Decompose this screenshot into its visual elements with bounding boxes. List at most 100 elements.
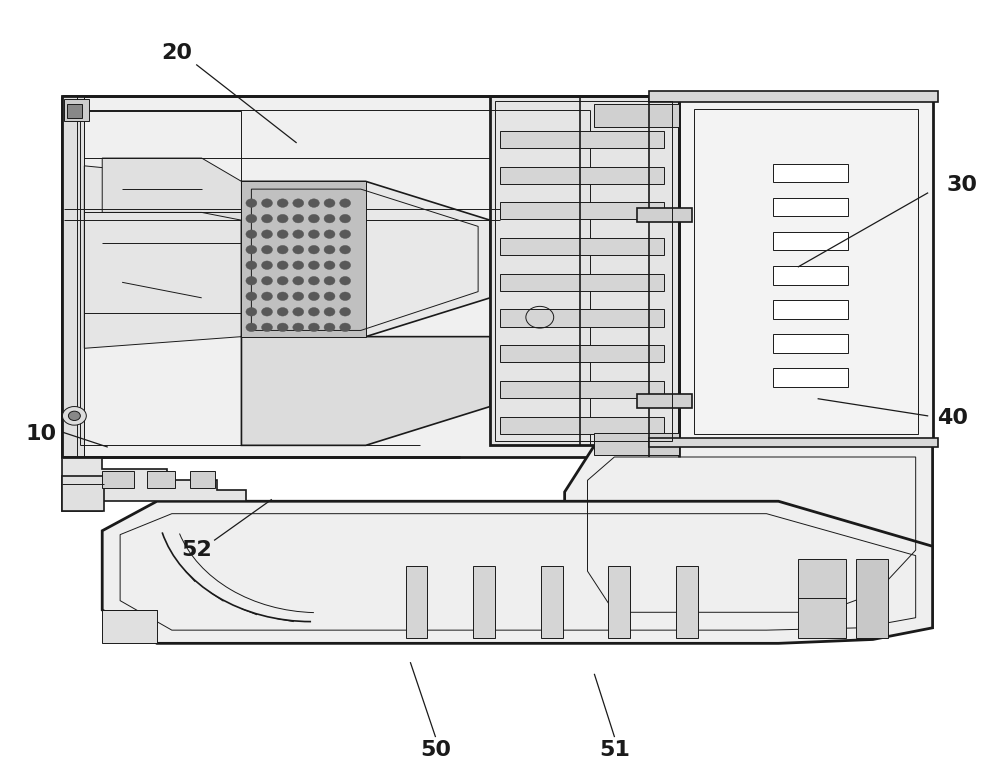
Bar — [637, 208, 692, 222]
Circle shape — [308, 230, 319, 239]
Circle shape — [293, 292, 304, 300]
Circle shape — [308, 307, 319, 316]
Circle shape — [340, 323, 351, 332]
Circle shape — [308, 261, 319, 270]
Circle shape — [262, 230, 272, 239]
Bar — [64, 99, 89, 120]
Bar — [102, 471, 134, 488]
Circle shape — [262, 214, 272, 223]
Bar — [473, 566, 495, 638]
Circle shape — [277, 307, 288, 316]
Bar — [62, 476, 104, 511]
Circle shape — [293, 246, 304, 254]
Circle shape — [293, 323, 304, 332]
Bar — [64, 98, 677, 455]
Bar — [500, 203, 664, 220]
Bar — [773, 266, 848, 285]
Bar — [67, 104, 82, 118]
Circle shape — [277, 292, 288, 300]
Circle shape — [277, 246, 288, 254]
Circle shape — [324, 214, 335, 223]
Circle shape — [308, 246, 319, 254]
Bar — [694, 109, 918, 434]
Circle shape — [293, 230, 304, 239]
Polygon shape — [84, 166, 241, 348]
Circle shape — [246, 307, 257, 316]
Circle shape — [293, 277, 304, 285]
Circle shape — [340, 199, 351, 207]
Bar — [608, 566, 630, 638]
Circle shape — [246, 214, 257, 223]
Bar — [406, 566, 427, 638]
Bar — [676, 566, 698, 638]
Circle shape — [324, 199, 335, 207]
Circle shape — [324, 277, 335, 285]
Bar — [490, 96, 679, 446]
Bar — [594, 433, 679, 454]
Circle shape — [340, 277, 351, 285]
Text: 51: 51 — [599, 740, 630, 760]
Circle shape — [277, 277, 288, 285]
Circle shape — [262, 261, 272, 270]
Polygon shape — [62, 457, 246, 511]
Circle shape — [293, 307, 304, 316]
Bar — [500, 310, 664, 327]
Bar — [102, 610, 157, 644]
Polygon shape — [102, 158, 241, 221]
Circle shape — [324, 261, 335, 270]
Bar — [500, 167, 664, 184]
Bar — [649, 438, 938, 447]
Bar — [147, 471, 175, 488]
Bar — [84, 112, 241, 213]
Polygon shape — [241, 181, 490, 336]
Circle shape — [246, 261, 257, 270]
Circle shape — [308, 214, 319, 223]
Circle shape — [246, 323, 257, 332]
Bar — [773, 231, 848, 250]
Bar — [62, 96, 84, 457]
Bar — [773, 335, 848, 353]
Circle shape — [324, 323, 335, 332]
Circle shape — [277, 230, 288, 239]
Bar — [541, 566, 563, 638]
Circle shape — [277, 199, 288, 207]
Bar — [190, 471, 215, 488]
Circle shape — [293, 261, 304, 270]
Bar — [500, 345, 664, 362]
Bar — [495, 102, 672, 442]
Text: 50: 50 — [420, 740, 451, 760]
Circle shape — [277, 261, 288, 270]
Text: 20: 20 — [161, 43, 192, 63]
Circle shape — [246, 230, 257, 239]
Bar — [773, 368, 848, 387]
Circle shape — [324, 230, 335, 239]
Circle shape — [262, 246, 272, 254]
Circle shape — [277, 323, 288, 332]
Bar — [594, 104, 679, 127]
Bar — [500, 131, 664, 148]
Polygon shape — [102, 501, 933, 644]
Circle shape — [246, 292, 257, 300]
Circle shape — [293, 199, 304, 207]
Polygon shape — [241, 336, 490, 446]
Bar — [773, 198, 848, 217]
Text: 30: 30 — [947, 175, 978, 196]
Circle shape — [324, 307, 335, 316]
Bar — [649, 91, 938, 102]
Bar — [637, 394, 692, 408]
Circle shape — [340, 307, 351, 316]
Bar — [773, 163, 848, 182]
Circle shape — [340, 292, 351, 300]
Circle shape — [340, 214, 351, 223]
Circle shape — [68, 411, 80, 421]
Circle shape — [340, 230, 351, 239]
Circle shape — [293, 214, 304, 223]
Circle shape — [262, 307, 272, 316]
Bar — [500, 274, 664, 291]
Circle shape — [62, 407, 86, 425]
Circle shape — [308, 277, 319, 285]
Circle shape — [340, 261, 351, 270]
Bar — [856, 558, 888, 638]
Bar — [773, 300, 848, 319]
Text: 10: 10 — [25, 424, 56, 443]
